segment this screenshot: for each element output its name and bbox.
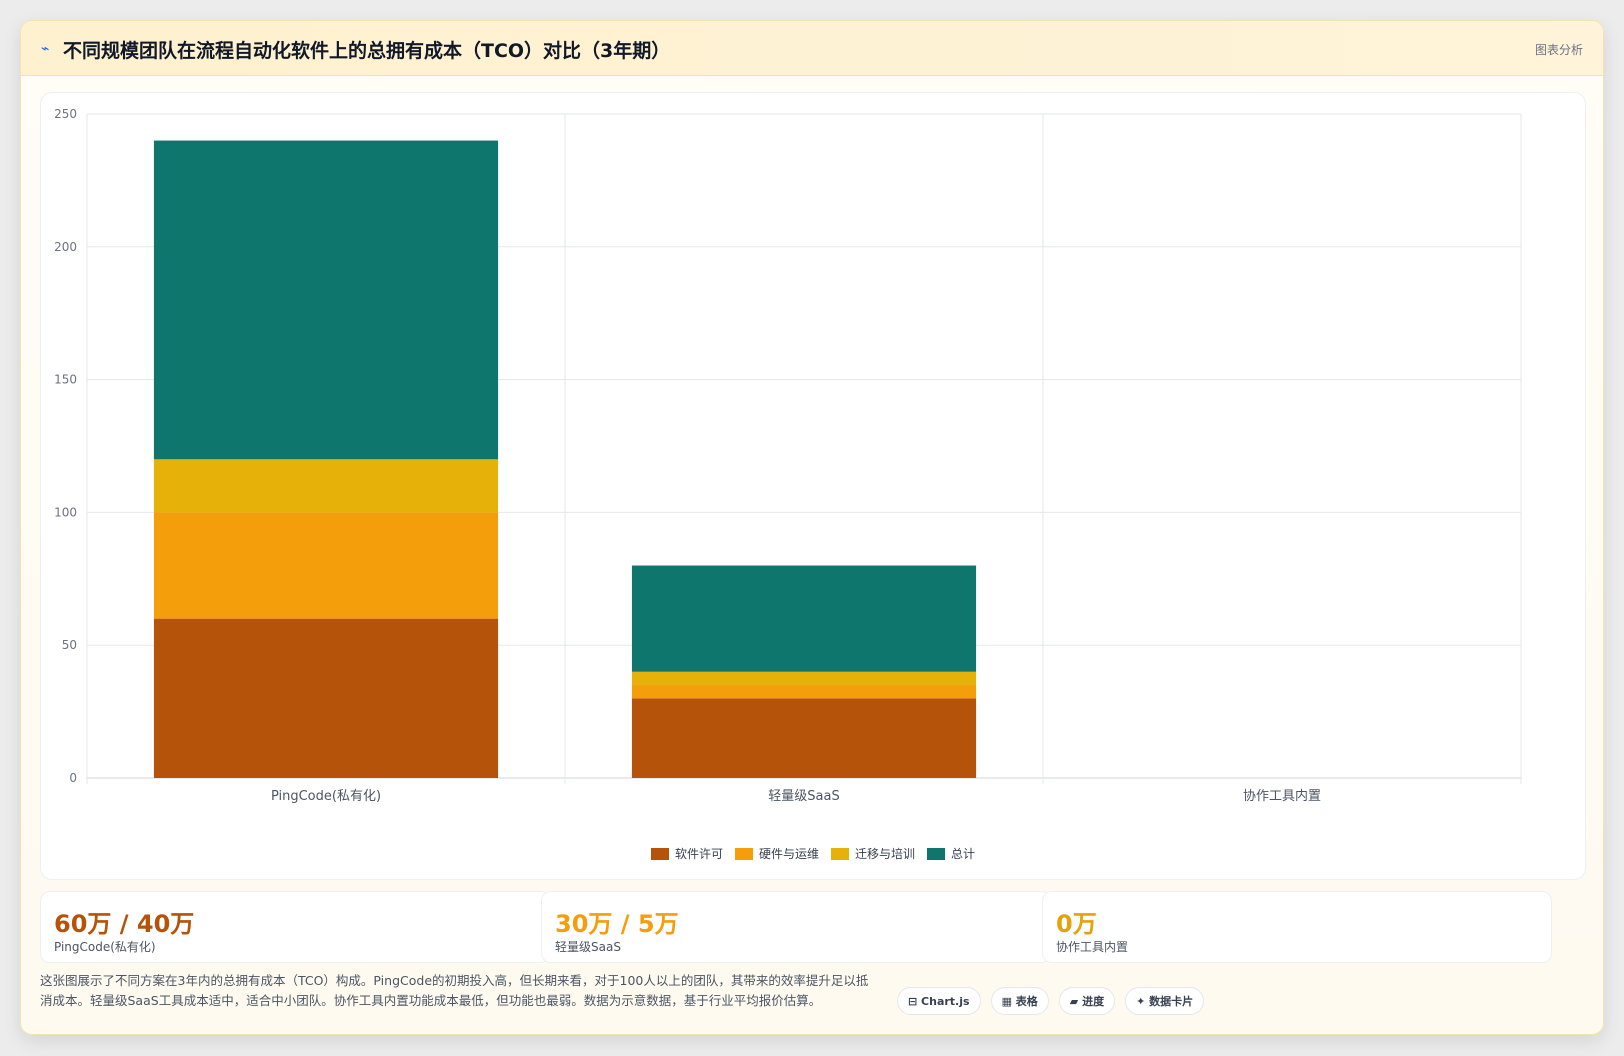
legend-swatch: [734, 847, 753, 860]
legend-item[interactable]: 硬件与运维: [734, 845, 819, 862]
badge-chartjs[interactable]: ⊟ Chart.js: [897, 987, 981, 1015]
badge-table[interactable]: ▦ 表格: [990, 987, 1049, 1015]
kpi-label: 协作工具内置: [1056, 940, 1129, 954]
badge-data-card[interactable]: ✦ 数据卡片: [1125, 987, 1205, 1015]
card-header: ⌁ 不同规模团队在流程自动化软件上的总拥有成本（TCO）对比（3年期） 图表分析: [21, 21, 1603, 76]
badge-progress[interactable]: ▰ 进度: [1058, 987, 1116, 1015]
kpi-label: PingCode(私有化): [54, 940, 156, 954]
x-tick-label: PingCode(私有化): [271, 789, 381, 804]
chart-description: 这张图展示了不同方案在3年内的总拥有成本（TCO）构成。PingCode的初期投…: [40, 973, 869, 1008]
bar-segment[interactable]: [153, 512, 499, 619]
kpi-value: 0万: [1056, 910, 1097, 938]
legend-swatch: [927, 847, 946, 860]
legend-label: 软件许可: [674, 847, 723, 861]
legend-item[interactable]: 迁移与培训: [831, 845, 915, 862]
stacked-bar-chart: 0 50 100 150 200 250 PingCode(私有化) 轻量级SaaS 协作工具内…: [54, 107, 1522, 804]
kpi-card-builtin: 0万 协作工具内置: [1042, 891, 1552, 963]
y-tick-label: 250: [54, 107, 77, 121]
kpi-label: 轻量级SaaS: [555, 940, 621, 954]
kpi-card-pingcode: 60万 / 40万 PingCode(私有化): [40, 891, 550, 963]
bar-segment[interactable]: [631, 565, 977, 672]
legend-item[interactable]: 软件许可: [650, 845, 723, 862]
x-tick-label: 轻量级SaaS: [768, 789, 839, 804]
y-tick-label: 150: [54, 373, 77, 387]
y-tick-label: 200: [54, 240, 77, 254]
legend-swatch: [831, 847, 849, 860]
legend-label: 总计: [951, 847, 976, 861]
legend-label: 硬件与运维: [758, 847, 819, 861]
bar-segment[interactable]: [631, 685, 977, 699]
kpi-value: 30万 / 5万: [555, 910, 679, 938]
feature-badges: ⊟ Chart.js ▦ 表格 ▰ 进度 ✦ 数据卡片: [897, 987, 1205, 1015]
y-tick-label: 50: [62, 638, 77, 652]
legend-swatch: [650, 847, 669, 860]
bar-segment[interactable]: [631, 698, 977, 778]
kpi-row: 60万 / 40万 PingCode(私有化) 30万 / 5万 轻量级SaaS…: [40, 891, 1586, 963]
bar-segment[interactable]: [153, 140, 499, 460]
bar-segment[interactable]: [631, 671, 977, 686]
bar-segment[interactable]: [153, 459, 499, 513]
bar-segment[interactable]: [153, 618, 499, 778]
kpi-value: 60万 / 40万: [54, 910, 195, 938]
y-tick-label: 0: [69, 771, 77, 785]
chart-line-icon: ⌁: [41, 41, 50, 57]
legend-label: 迁移与培训: [855, 847, 916, 861]
chart-analysis-tag: 图表分析: [1534, 43, 1583, 57]
y-tick-label: 100: [54, 505, 77, 519]
legend-item[interactable]: 总计: [927, 845, 975, 862]
kpi-card-saas: 30万 / 5万 轻量级SaaS: [541, 891, 1051, 963]
chart-panel: 0 50 100 150 200 250 PingCode(私有化) 轻量级SaaS 协作工具内…: [40, 92, 1586, 880]
x-tick-label: 协作工具内置: [1243, 788, 1321, 804]
chart-legend: 软件许可 硬件与运维 迁移与培训 总计: [41, 845, 1585, 862]
chart-title: 不同规模团队在流程自动化软件上的总拥有成本（TCO）对比（3年期）: [63, 40, 671, 62]
chart-card: ⌁ 不同规模团队在流程自动化软件上的总拥有成本（TCO）对比（3年期） 图表分析…: [20, 20, 1604, 1035]
